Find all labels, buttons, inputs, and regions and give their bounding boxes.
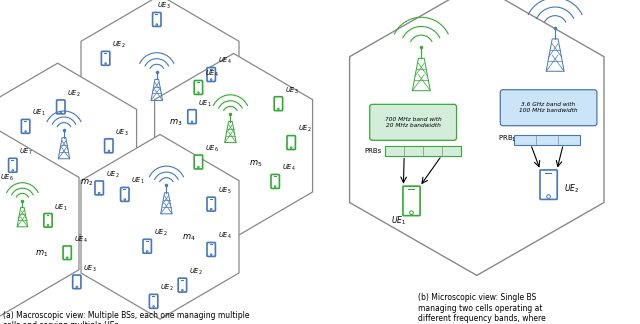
Text: $UE_4$: $UE_4$ — [218, 56, 231, 66]
Bar — [152, 296, 155, 297]
FancyBboxPatch shape — [95, 181, 104, 195]
Text: 700 MHz band with
20 MHz bandwidth: 700 MHz band with 20 MHz bandwidth — [385, 117, 442, 128]
Bar — [124, 189, 126, 190]
FancyBboxPatch shape — [271, 174, 280, 188]
Text: 3.6 GHz band with
100 MHz bandwidth: 3.6 GHz band with 100 MHz bandwidth — [519, 102, 578, 113]
FancyBboxPatch shape — [152, 12, 161, 27]
Text: $UE_3$: $UE_3$ — [285, 86, 298, 96]
Bar — [104, 53, 107, 54]
Bar — [197, 82, 200, 83]
FancyBboxPatch shape — [73, 275, 81, 289]
Text: $m_4$: $m_4$ — [182, 233, 196, 243]
Text: (a) Macroscopic view: Multiple BSs, each one managing multiple
cells and serving: (a) Macroscopic view: Multiple BSs, each… — [3, 311, 250, 324]
Bar — [12, 160, 14, 161]
Bar — [24, 121, 27, 122]
Text: $UE_2$: $UE_2$ — [67, 89, 81, 99]
Text: $UE_4$: $UE_4$ — [282, 163, 295, 173]
Text: $UE_5$: $UE_5$ — [218, 186, 231, 196]
Bar — [274, 176, 276, 177]
FancyBboxPatch shape — [370, 104, 456, 140]
Polygon shape — [0, 63, 136, 248]
Text: $UE_7$: $UE_7$ — [19, 147, 33, 157]
Text: $UE_4$: $UE_4$ — [205, 69, 218, 79]
FancyBboxPatch shape — [403, 186, 420, 216]
Text: $UE_3$: $UE_3$ — [157, 1, 170, 11]
Text: $UE_4$: $UE_4$ — [218, 231, 231, 241]
Text: PRBs: PRBs — [364, 148, 381, 154]
Polygon shape — [155, 53, 312, 238]
FancyBboxPatch shape — [178, 278, 187, 292]
Text: $UE_1$: $UE_1$ — [131, 176, 145, 186]
FancyBboxPatch shape — [21, 119, 30, 133]
Text: $UE_2$: $UE_2$ — [106, 170, 119, 180]
Text: $m_3$: $m_3$ — [169, 118, 183, 128]
Bar — [545, 173, 552, 174]
Bar — [146, 241, 148, 242]
Text: $UE_2$: $UE_2$ — [112, 40, 125, 50]
FancyBboxPatch shape — [56, 100, 65, 114]
FancyBboxPatch shape — [500, 90, 597, 126]
FancyBboxPatch shape — [120, 187, 129, 201]
FancyBboxPatch shape — [101, 51, 110, 65]
FancyBboxPatch shape — [287, 135, 296, 150]
Polygon shape — [349, 0, 604, 275]
Polygon shape — [81, 134, 239, 319]
Text: $UE_2$: $UE_2$ — [564, 182, 579, 195]
FancyBboxPatch shape — [104, 139, 113, 153]
Bar — [290, 137, 292, 138]
Bar — [191, 111, 193, 112]
Bar — [210, 244, 212, 245]
FancyBboxPatch shape — [194, 155, 203, 169]
FancyBboxPatch shape — [149, 295, 158, 308]
Text: $UE_1$: $UE_1$ — [32, 108, 45, 118]
Text: $UE_3$: $UE_3$ — [115, 128, 129, 138]
Bar — [181, 280, 184, 281]
Text: $UE_1$: $UE_1$ — [198, 98, 212, 109]
FancyBboxPatch shape — [514, 135, 580, 145]
FancyBboxPatch shape — [143, 239, 152, 253]
Text: $UE_6$: $UE_6$ — [0, 173, 13, 183]
FancyBboxPatch shape — [188, 110, 196, 124]
Text: $UE_1$: $UE_1$ — [391, 214, 406, 227]
Polygon shape — [0, 131, 79, 316]
Text: $UE_1$: $UE_1$ — [54, 202, 68, 213]
Text: $m_5$: $m_5$ — [250, 158, 262, 169]
Bar — [210, 69, 212, 70]
Text: $UE_6$: $UE_6$ — [205, 144, 218, 154]
FancyBboxPatch shape — [207, 242, 216, 257]
Text: $UE_2$: $UE_2$ — [160, 283, 173, 293]
Polygon shape — [81, 0, 239, 180]
FancyBboxPatch shape — [274, 97, 283, 110]
Bar — [210, 199, 212, 200]
Text: $UE_4$: $UE_4$ — [74, 235, 87, 245]
FancyBboxPatch shape — [44, 214, 52, 227]
Bar — [277, 98, 280, 99]
Text: $UE_2$: $UE_2$ — [154, 228, 167, 238]
FancyBboxPatch shape — [8, 158, 17, 172]
Text: PRB$_1$: PRB$_1$ — [498, 134, 516, 145]
Text: $UE_2$: $UE_2$ — [298, 124, 311, 134]
FancyBboxPatch shape — [207, 67, 216, 82]
FancyBboxPatch shape — [63, 246, 71, 260]
FancyBboxPatch shape — [194, 80, 203, 95]
Text: $UE_3$: $UE_3$ — [83, 264, 97, 274]
Bar — [408, 189, 415, 191]
Text: $m_1$: $m_1$ — [35, 249, 48, 260]
FancyBboxPatch shape — [385, 146, 461, 156]
Bar — [47, 215, 49, 216]
Text: (b) Microscopic view: Single BS
managing two cells operating at
different freque: (b) Microscopic view: Single BS managing… — [418, 293, 546, 324]
FancyBboxPatch shape — [207, 197, 216, 211]
FancyBboxPatch shape — [540, 170, 557, 199]
Text: $m_2$: $m_2$ — [80, 178, 93, 188]
Bar — [156, 14, 158, 15]
Text: $UE_2$: $UE_2$ — [189, 267, 202, 277]
